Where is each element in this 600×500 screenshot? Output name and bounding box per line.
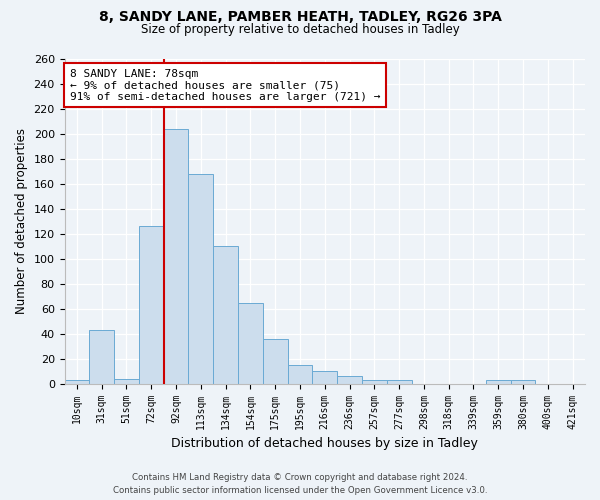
Bar <box>337 376 362 384</box>
Bar <box>263 338 287 384</box>
Bar <box>287 365 313 384</box>
Bar <box>164 129 188 384</box>
Bar <box>486 380 511 384</box>
Text: Size of property relative to detached houses in Tadley: Size of property relative to detached ho… <box>140 22 460 36</box>
Bar <box>89 330 114 384</box>
Bar <box>114 378 139 384</box>
Text: Contains HM Land Registry data © Crown copyright and database right 2024.
Contai: Contains HM Land Registry data © Crown c… <box>113 474 487 495</box>
Bar <box>511 380 535 384</box>
Text: 8 SANDY LANE: 78sqm
← 9% of detached houses are smaller (75)
91% of semi-detache: 8 SANDY LANE: 78sqm ← 9% of detached hou… <box>70 68 380 102</box>
Bar <box>213 246 238 384</box>
Text: 8, SANDY LANE, PAMBER HEATH, TADLEY, RG26 3PA: 8, SANDY LANE, PAMBER HEATH, TADLEY, RG2… <box>98 10 502 24</box>
Y-axis label: Number of detached properties: Number of detached properties <box>15 128 28 314</box>
Bar <box>139 226 164 384</box>
X-axis label: Distribution of detached houses by size in Tadley: Distribution of detached houses by size … <box>172 437 478 450</box>
Bar <box>362 380 387 384</box>
Bar <box>387 380 412 384</box>
Bar <box>238 302 263 384</box>
Bar <box>65 380 89 384</box>
Bar <box>313 371 337 384</box>
Bar <box>188 174 213 384</box>
